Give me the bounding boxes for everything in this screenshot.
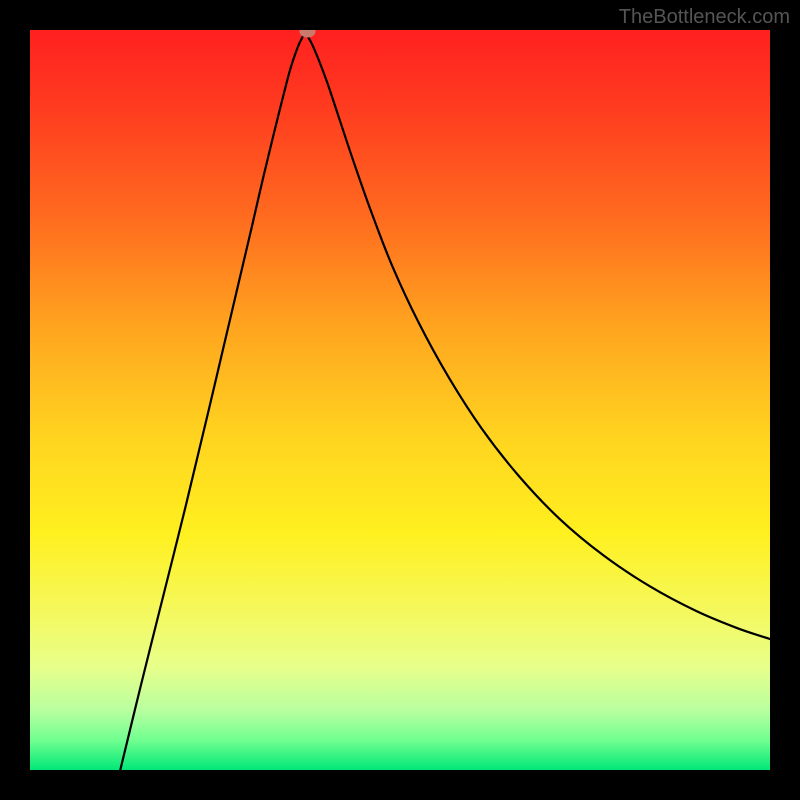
chart-plot-area [30,30,770,770]
gradient-background [30,30,770,770]
watermark-text: TheBottleneck.com [619,6,790,29]
bottleneck-curve-chart [30,30,770,770]
